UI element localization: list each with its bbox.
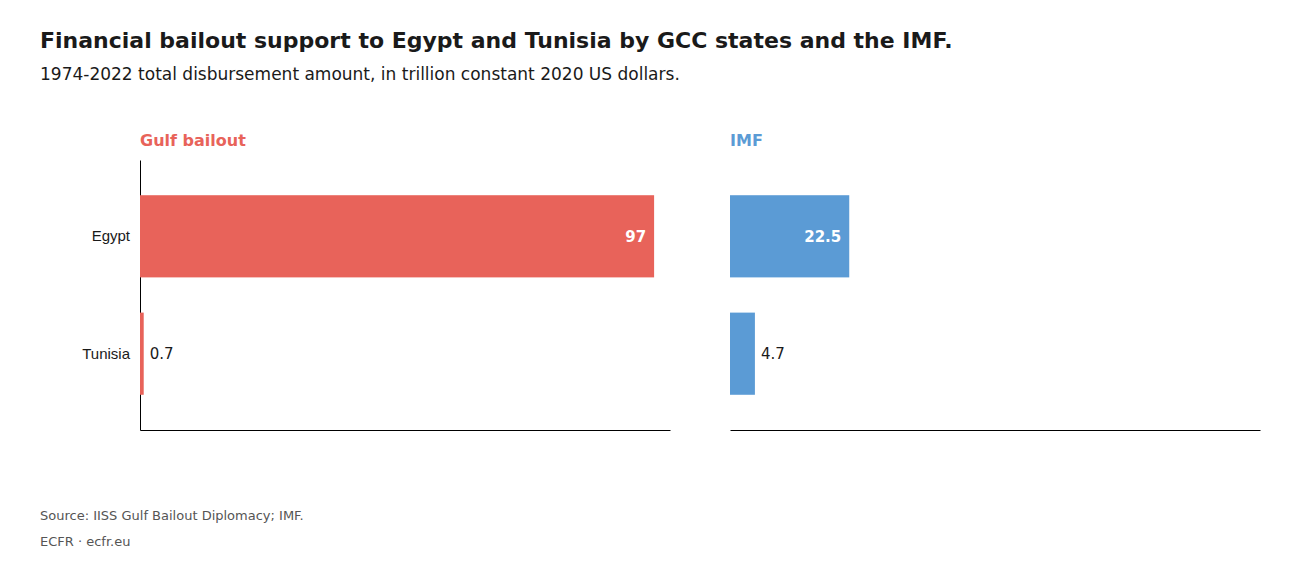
series-header: Gulf bailout	[140, 131, 246, 150]
data-labels: 22.5 4.7	[761, 228, 841, 363]
chart: Financial bailout support to Egypt and T…	[0, 0, 1300, 586]
bar	[140, 313, 144, 395]
bars	[140, 195, 654, 395]
y-axis: Egypt Tunisia	[82, 161, 140, 431]
annotation: Source: IISS Gulf Bailout Diplomacy; IMF…	[40, 508, 304, 523]
series-header: IMF	[730, 131, 763, 150]
y-tick: Egypt	[92, 227, 140, 244]
x-axis	[141, 430, 671, 431]
bar	[140, 195, 654, 277]
data-label: 4.7	[761, 345, 785, 363]
data-label: 0.7	[150, 345, 174, 363]
x-axis-line	[141, 430, 671, 431]
bars	[730, 195, 849, 395]
y-tick-label: Egypt	[92, 227, 131, 244]
data-labels: 970.7	[150, 228, 646, 363]
data-label: 97	[625, 228, 646, 246]
x-axis-line	[731, 430, 1261, 431]
y-tick: Tunisia	[82, 344, 140, 361]
bar	[730, 195, 849, 277]
x-axis	[731, 430, 1261, 431]
bar	[730, 313, 755, 395]
subtitle: 1974-2022 total disbursement amount, in …	[40, 64, 680, 84]
data-label: 22.5	[804, 228, 841, 246]
title: Financial bailout support to Egypt and T…	[40, 28, 953, 53]
y-tick-label: Tunisia	[82, 344, 130, 361]
annotation: ECFR · ecfr.eu	[40, 534, 130, 549]
